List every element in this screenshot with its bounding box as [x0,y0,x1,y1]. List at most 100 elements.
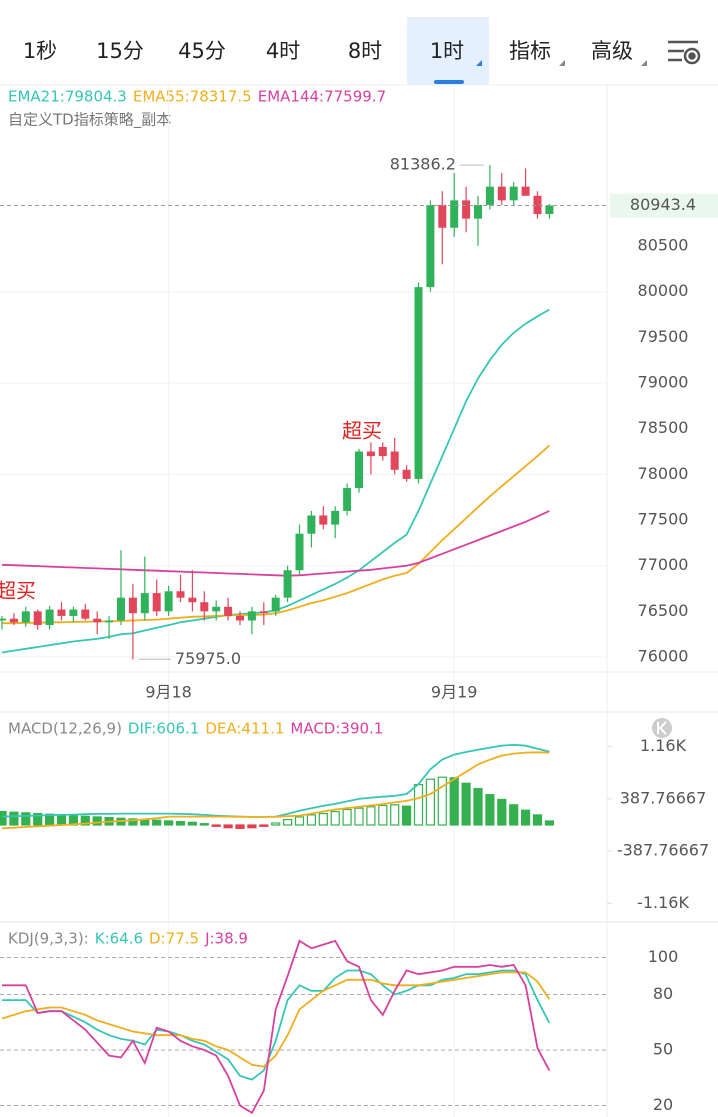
macd-bar [378,804,388,826]
candle-body [105,620,114,623]
macd-bar [33,812,43,826]
tab[interactable]: 45分 [178,39,226,63]
macd-bar [223,824,233,829]
macd-bar [497,798,507,826]
candle-body [462,200,471,219]
subtitle: 自定义TD指标策略_副本 [8,111,171,130]
candle-body [343,488,352,511]
macd-bar [390,804,400,826]
legend-entry: EMA55:78317.5 [133,88,252,106]
macd-bar [413,784,424,826]
macd-bar [509,804,519,826]
candle-body [283,570,292,598]
macd-bar [342,808,352,826]
macd-bar [128,818,138,826]
macd-bar [259,824,269,827]
candle-body [402,469,411,479]
indicator-line [1,971,551,1068]
y-tick-label: -1.16K [637,893,689,912]
y-tick-label: 78000 [638,464,689,483]
y-tick-label: 80500 [638,236,689,255]
candle-body [33,611,42,626]
dropdown-mark [559,60,565,66]
candle-body [414,287,423,479]
dropdown-mark [641,60,647,66]
candle-body [69,609,78,616]
last-price-label: 80943.4 [630,195,696,214]
annotation: 超买 [0,579,36,603]
macd-bar [283,819,293,826]
y-tick-label: 79000 [638,373,689,392]
candle-body [355,451,363,489]
macd-bar [235,824,245,829]
legend-entry: J:38.9 [204,930,248,948]
candle-body [247,611,256,621]
k-badge[interactable] [652,718,672,738]
macd-bar [152,819,162,826]
legend-entry: MACD(12,26,9) [8,720,122,738]
candle-body [93,618,102,623]
y-tick-label: 76000 [638,647,689,666]
candle-body [164,591,173,612]
macd-bar [485,794,495,826]
settings-icon[interactable] [668,40,701,65]
y-tick-label: 80 [653,984,673,1003]
candle-body [236,615,244,621]
y-tick-label: 50 [653,1040,673,1059]
indicator-line [1,751,550,830]
candle-body [533,195,542,215]
legend-entry: D:77.5 [149,930,199,948]
tab[interactable]: 8时 [348,39,382,63]
icon-gear-center [688,52,696,60]
macd-bar [473,788,483,826]
macd-bar [425,778,435,826]
candle-body [366,451,375,457]
legend-entry: EMA21:79804.3 [8,88,127,106]
macd-bar [175,821,186,826]
candle-body [9,618,18,623]
tab[interactable]: 指标 [509,39,551,63]
tab[interactable]: 4时 [266,39,300,63]
y-tick-label: 80000 [638,281,689,300]
candle-body [438,204,447,228]
tab[interactable]: 1秒 [23,39,57,63]
macd-bar [247,824,257,829]
candle-body [57,609,66,616]
macd-bar [80,815,90,826]
max-label: 81386.2 [390,155,456,174]
macd-bar [449,777,459,826]
badge-glyph [657,721,667,735]
candle-body [307,515,316,534]
legend-entry: K:64.6 [95,930,143,948]
candle-body [509,186,518,201]
x-tick-label: 9月19 [431,683,478,702]
candle-body [21,611,30,623]
candle-body [450,200,459,228]
candle-body [81,609,90,619]
candle-body [331,510,340,525]
icon-gear [683,47,701,65]
tab[interactable]: 高级 [591,39,633,63]
y-tick-label: 100 [648,947,679,966]
candle-body [474,204,482,219]
legend-entry: DEA:411.1 [205,720,284,738]
macd-bar [211,824,221,827]
tab[interactable]: 15分 [96,39,144,63]
y-tick-label: 79500 [638,327,689,346]
macd-bar [294,816,305,826]
tab[interactable]: 1时 [430,39,464,63]
y-tick-label: 1.16K [640,736,687,755]
y-tick-label: 387.76667 [620,788,707,807]
candle-body [0,618,6,621]
active-tab-underline [434,80,464,84]
candle-body [188,597,197,603]
macd-bar [21,812,31,826]
candle-body [295,533,304,571]
y-tick-label: 78500 [638,418,689,437]
annotation: 超买 [342,419,382,443]
macd-bar [92,816,102,826]
candle-body [378,446,387,457]
active-tab-bg [407,17,489,85]
candle-body [426,204,435,288]
candle-body [128,597,137,614]
